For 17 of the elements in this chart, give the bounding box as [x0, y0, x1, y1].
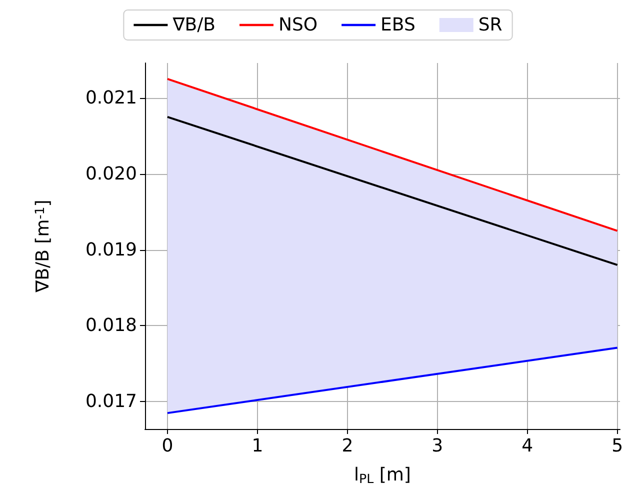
y-tick-label: 0.017 [85, 391, 137, 412]
y-tick-label: 0.020 [85, 163, 137, 184]
y-tick-label: 0.018 [85, 315, 137, 336]
y-axis-title: ∇B/B [m-1] [32, 200, 54, 294]
x-tick-label: 5 [612, 436, 624, 456]
legend-label: EBS [380, 14, 416, 36]
x-tick-label: 0 [162, 436, 174, 456]
y-tick-label: 0.019 [85, 239, 137, 260]
x-tick-label: 1 [252, 436, 264, 456]
x-tick-label: 2 [342, 436, 354, 456]
x-tick-label: 4 [522, 436, 534, 456]
legend-label: SR [478, 14, 502, 36]
legend-label: ∇B/B [172, 14, 216, 36]
y-tick-label: 0.021 [85, 87, 137, 108]
x-axis-title: lPL [m] [354, 464, 411, 486]
legend-label: NSO [278, 14, 318, 36]
x-tick-label: 3 [432, 436, 444, 456]
